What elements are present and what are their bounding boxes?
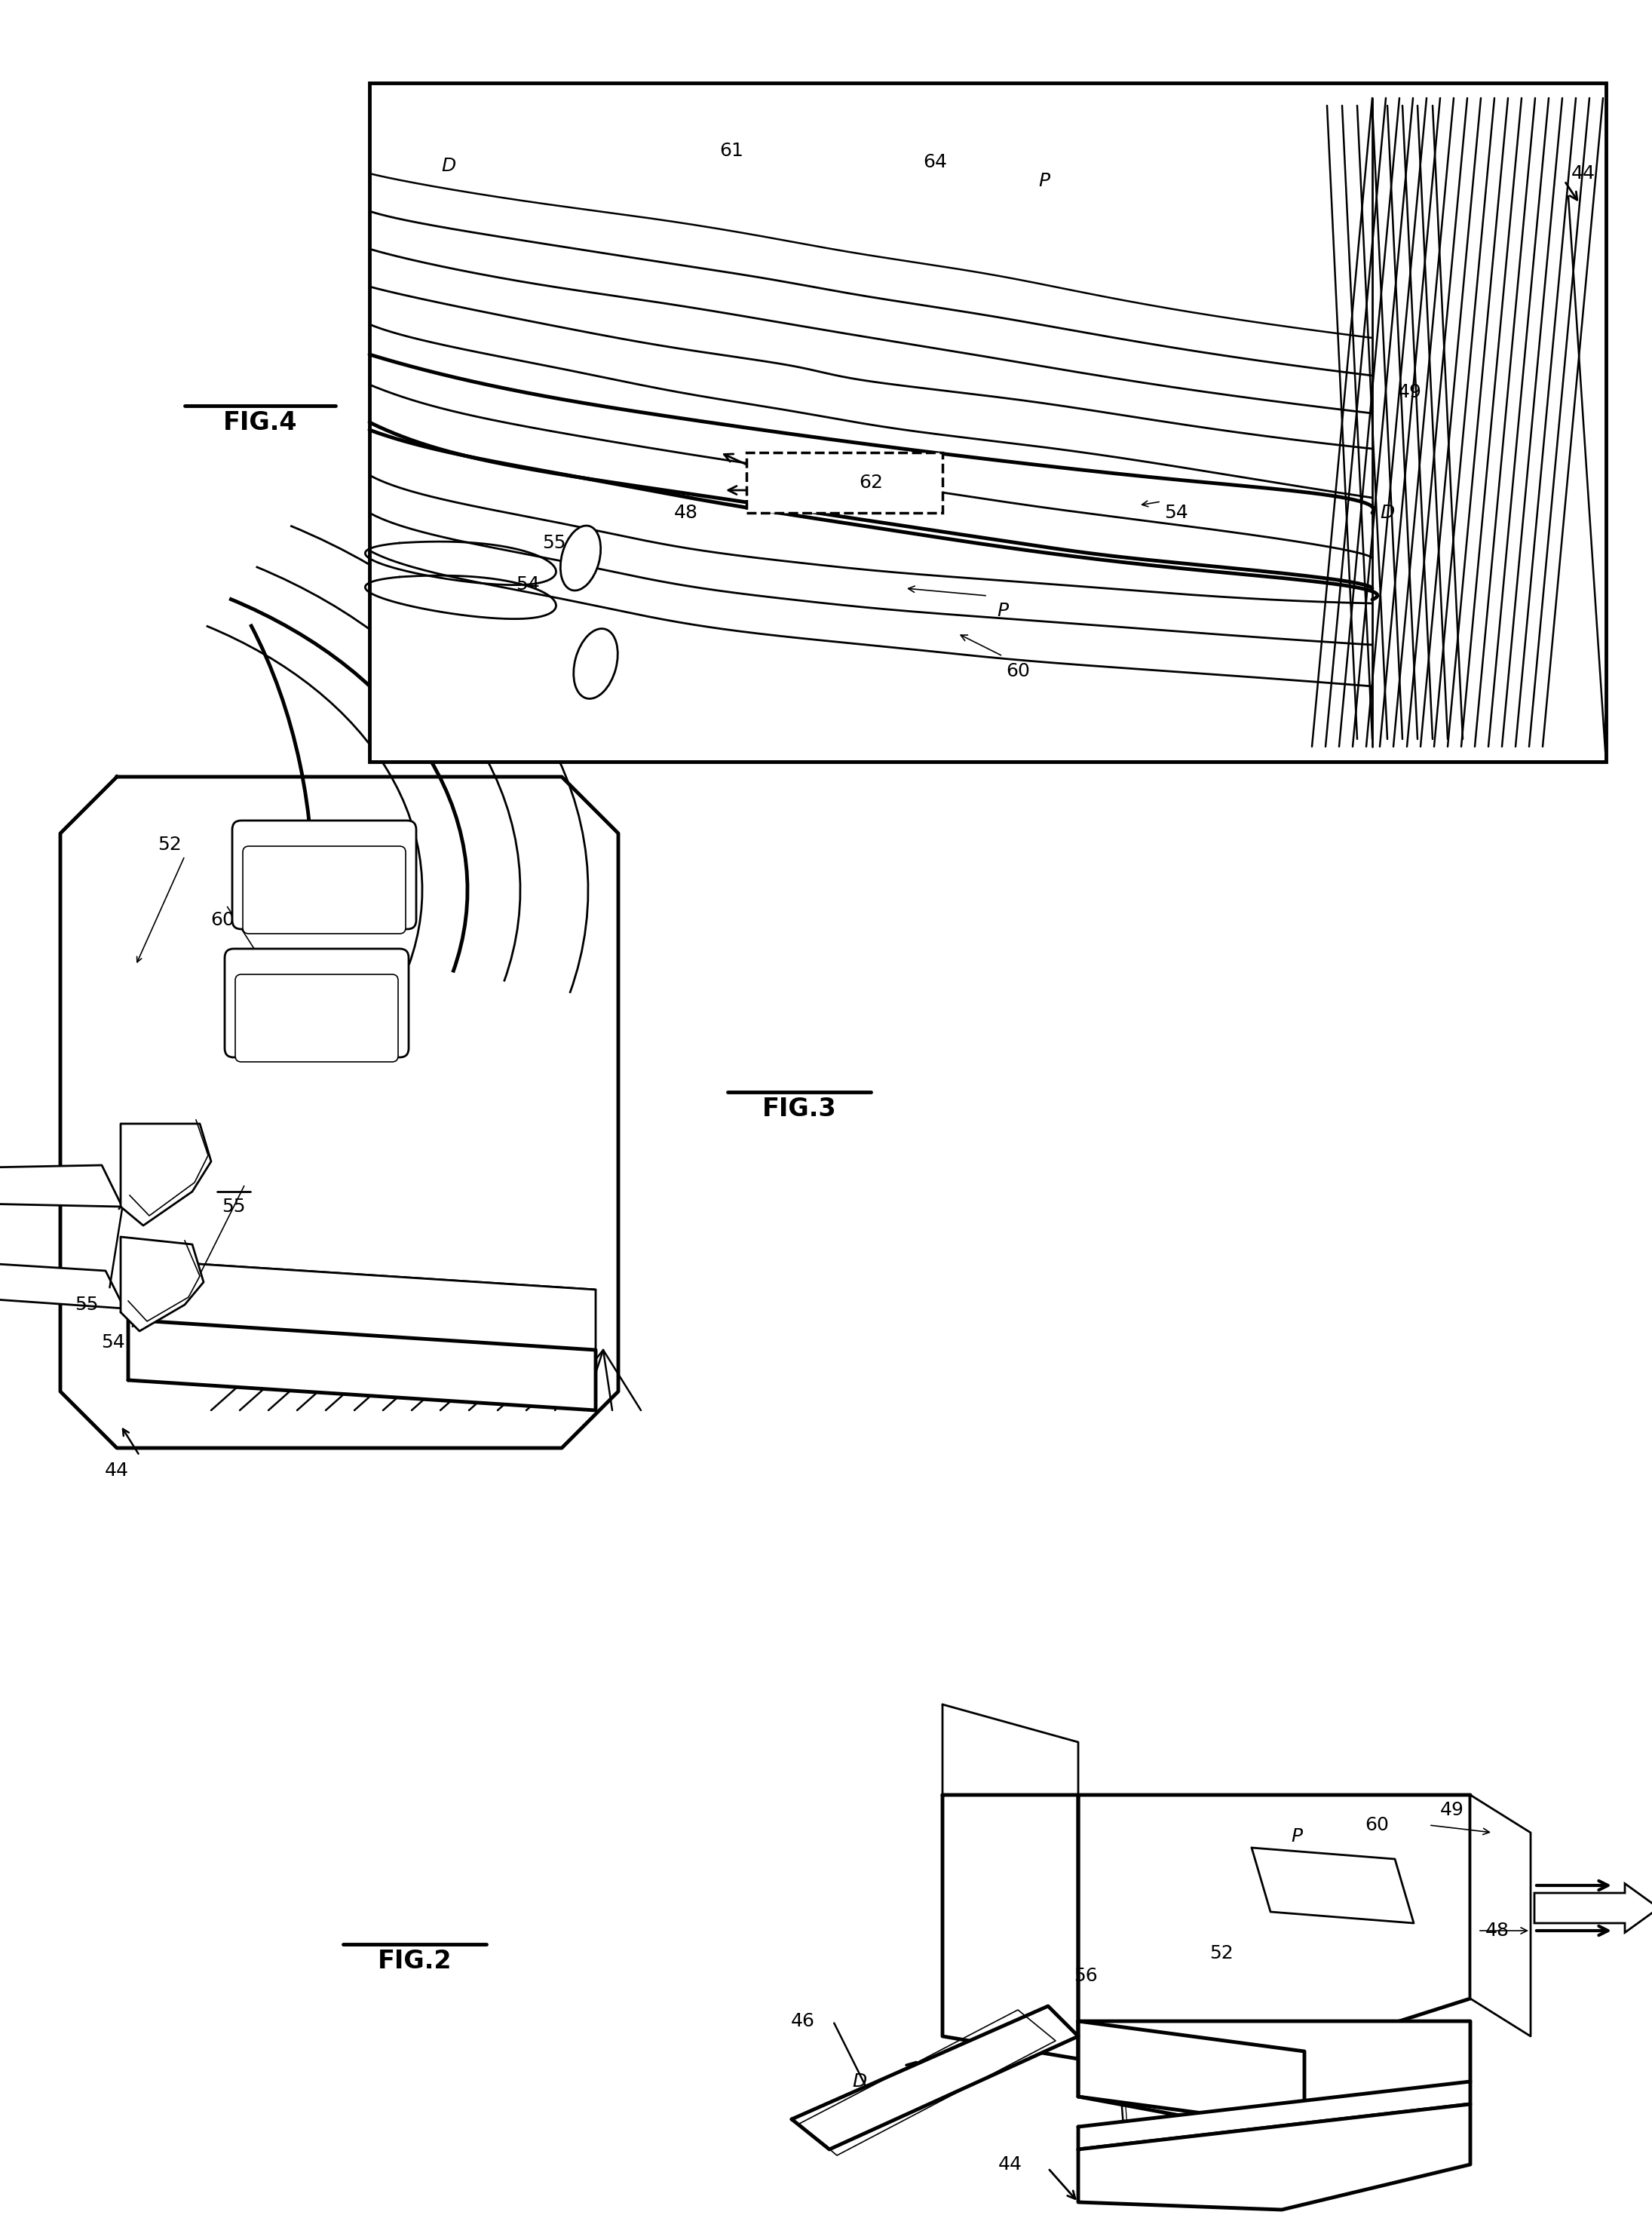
Polygon shape (0, 1260, 124, 1309)
Text: P: P (1039, 173, 1051, 190)
Polygon shape (0, 1165, 122, 1207)
Text: 54: 54 (515, 576, 540, 594)
Text: 55: 55 (221, 1198, 246, 1216)
Text: 61: 61 (719, 142, 743, 159)
Text: 49: 49 (1441, 1801, 1464, 1819)
Polygon shape (61, 777, 618, 1449)
Text: 62: 62 (859, 474, 882, 492)
Text: 52: 52 (157, 835, 182, 853)
FancyArrow shape (1535, 1883, 1652, 1931)
Text: 54: 54 (1165, 503, 1188, 523)
Polygon shape (943, 1794, 1079, 2060)
Text: D: D (1379, 503, 1394, 523)
Ellipse shape (560, 525, 601, 591)
Text: 60: 60 (1006, 662, 1029, 680)
Bar (370, 82, 1606, 762)
Text: FIG.3: FIG.3 (762, 1096, 836, 1121)
Text: 46: 46 (791, 2011, 814, 2031)
Polygon shape (129, 1260, 596, 1349)
Polygon shape (943, 1703, 1079, 1794)
Text: 56: 56 (1074, 1967, 1097, 1985)
Text: 60: 60 (210, 910, 235, 928)
Text: 44: 44 (104, 1462, 129, 1480)
Polygon shape (1470, 1794, 1531, 2036)
Text: D: D (852, 2073, 867, 2091)
Ellipse shape (573, 629, 618, 698)
Polygon shape (1252, 1847, 1414, 1923)
Text: 44: 44 (998, 2155, 1023, 2173)
Text: 60: 60 (1365, 1816, 1389, 1834)
Text: 48: 48 (674, 503, 699, 523)
Polygon shape (121, 1236, 203, 1331)
Text: 64: 64 (923, 153, 947, 171)
Text: P: P (1292, 1827, 1302, 1845)
Polygon shape (1079, 2104, 1470, 2211)
Text: 48: 48 (1485, 1923, 1510, 1940)
Text: 44: 44 (1571, 164, 1596, 182)
FancyBboxPatch shape (233, 820, 416, 928)
Polygon shape (1079, 2020, 1305, 2126)
Text: 50: 50 (1591, 1907, 1614, 1925)
Text: 49: 49 (1398, 383, 1422, 401)
FancyBboxPatch shape (235, 975, 398, 1061)
Polygon shape (1079, 2082, 1470, 2149)
Text: 54: 54 (101, 1333, 126, 1351)
Text: 55: 55 (74, 1296, 99, 1313)
FancyBboxPatch shape (243, 846, 406, 935)
Polygon shape (129, 1320, 596, 1411)
Text: D: D (441, 157, 456, 175)
Polygon shape (121, 1123, 211, 1225)
Text: 55: 55 (542, 534, 567, 552)
Bar (747, 452, 943, 514)
Text: FIG.4: FIG.4 (223, 410, 297, 434)
Text: P: P (998, 602, 1008, 620)
Polygon shape (1079, 1794, 1470, 2051)
FancyBboxPatch shape (225, 948, 408, 1057)
Text: 52: 52 (1209, 1945, 1234, 1962)
Polygon shape (1079, 2020, 1470, 2135)
Text: FIG.2: FIG.2 (378, 1949, 453, 1974)
Polygon shape (791, 2007, 1079, 2149)
